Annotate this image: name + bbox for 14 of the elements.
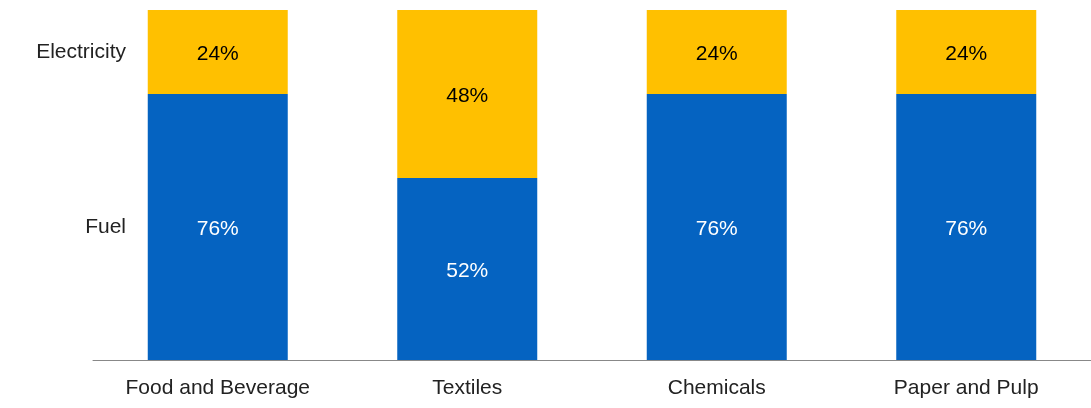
series-label: Fuel xyxy=(85,214,127,237)
data-label: 48% xyxy=(446,82,489,106)
x-tick-label: Food and Beverage xyxy=(125,375,310,398)
data-label: 24% xyxy=(695,40,738,64)
x-tick-label: Chemicals xyxy=(667,375,766,398)
data-label: 76% xyxy=(196,215,239,239)
data-label: 76% xyxy=(945,215,988,239)
data-label: 76% xyxy=(695,215,738,239)
data-label: 24% xyxy=(196,40,239,64)
data-label: 24% xyxy=(945,40,988,64)
x-tick-label: Paper and Pulp xyxy=(893,375,1039,398)
x-tick-label: Textiles xyxy=(432,375,503,398)
data-label: 52% xyxy=(446,257,489,281)
series-label: Electricity xyxy=(36,39,127,62)
